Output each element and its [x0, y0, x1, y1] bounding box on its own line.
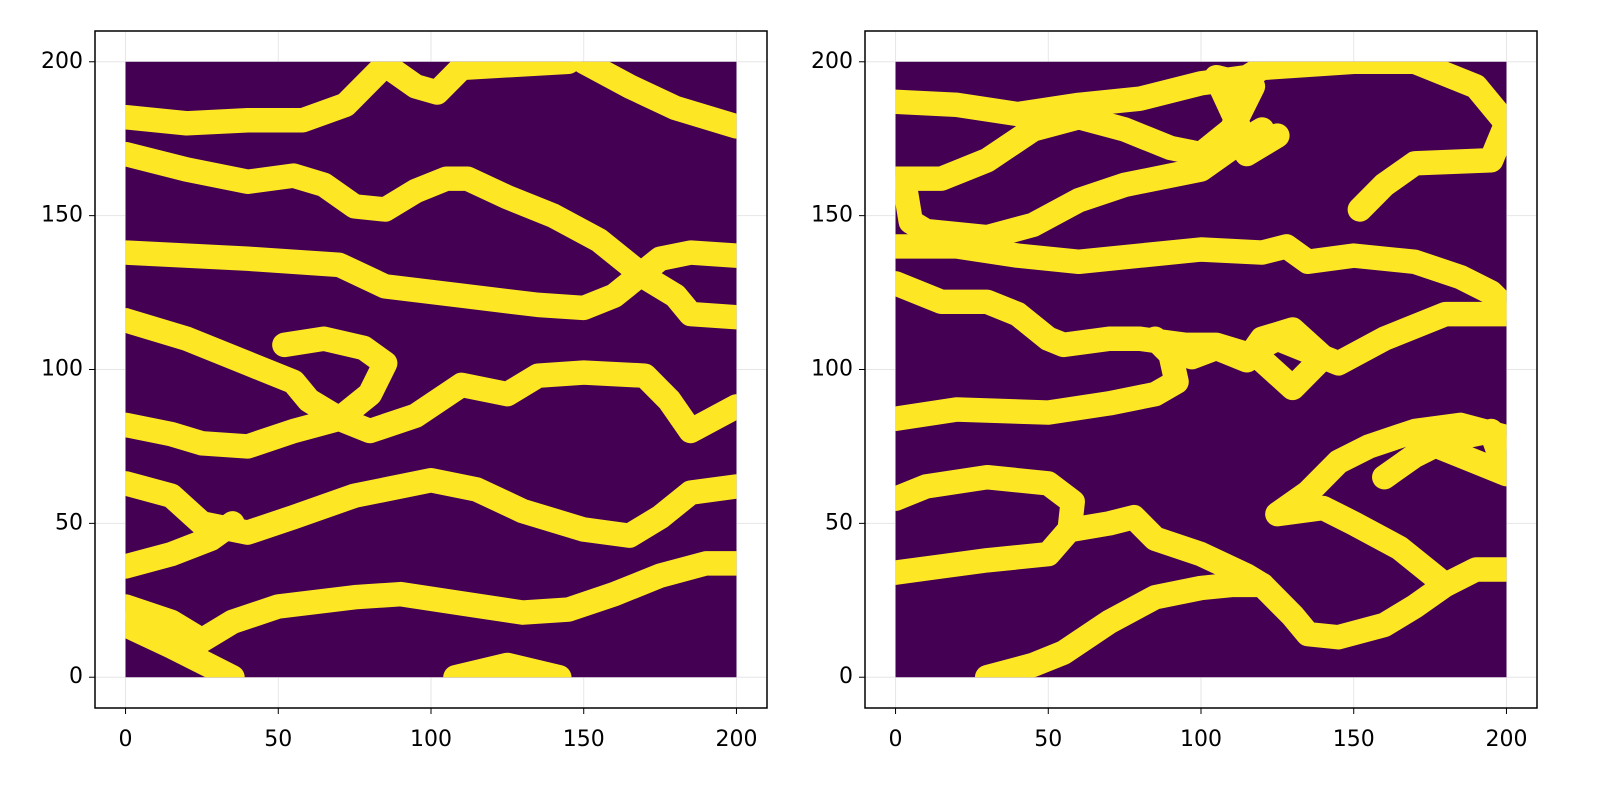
x-tick-label: 50 — [264, 727, 292, 752]
x-tick-label: 150 — [1333, 727, 1375, 752]
channel — [895, 117, 1275, 250]
y-tick-label: 0 — [839, 664, 853, 689]
y-tick-label: 200 — [41, 49, 83, 74]
channel — [571, 61, 737, 139]
y-tick-label: 50 — [55, 510, 83, 535]
y-tick-label: 50 — [825, 510, 853, 535]
channel — [125, 511, 245, 579]
y-tick-label: 150 — [811, 203, 853, 228]
channel — [895, 234, 1507, 321]
channels — [895, 61, 1507, 678]
channel — [125, 240, 737, 321]
channel — [1265, 412, 1507, 598]
channel — [895, 64, 1290, 191]
y-tick-label: 0 — [69, 664, 83, 689]
channel — [125, 308, 737, 444]
y-tick-label: 200 — [811, 49, 853, 74]
x-tick-label: 150 — [563, 727, 605, 752]
x-tick-label: 100 — [410, 727, 452, 752]
y-tick-label: 150 — [41, 203, 83, 228]
channel — [974, 572, 1275, 678]
x-tick-label: 0 — [889, 727, 903, 752]
channels — [125, 61, 737, 678]
x-tick-label: 50 — [1034, 727, 1062, 752]
channel — [895, 326, 1189, 431]
axes-frame — [94, 30, 768, 709]
channel — [125, 406, 352, 459]
x-tick-label: 0 — [119, 727, 133, 752]
x-tick-label: 200 — [1485, 727, 1527, 752]
channel — [125, 612, 245, 678]
channel — [895, 61, 1507, 222]
channel — [1152, 317, 1336, 401]
x-tick-label: 200 — [715, 727, 757, 752]
channel — [272, 326, 398, 431]
channel — [1372, 418, 1507, 490]
y-tick-label: 100 — [41, 357, 83, 382]
channel — [895, 464, 1085, 585]
channel — [125, 61, 581, 136]
axes-frame — [864, 30, 1538, 709]
y-tick-label: 100 — [811, 357, 853, 382]
x-tick-label: 100 — [1180, 727, 1222, 752]
channel — [443, 652, 572, 678]
channel — [125, 141, 737, 330]
channel — [125, 551, 737, 653]
